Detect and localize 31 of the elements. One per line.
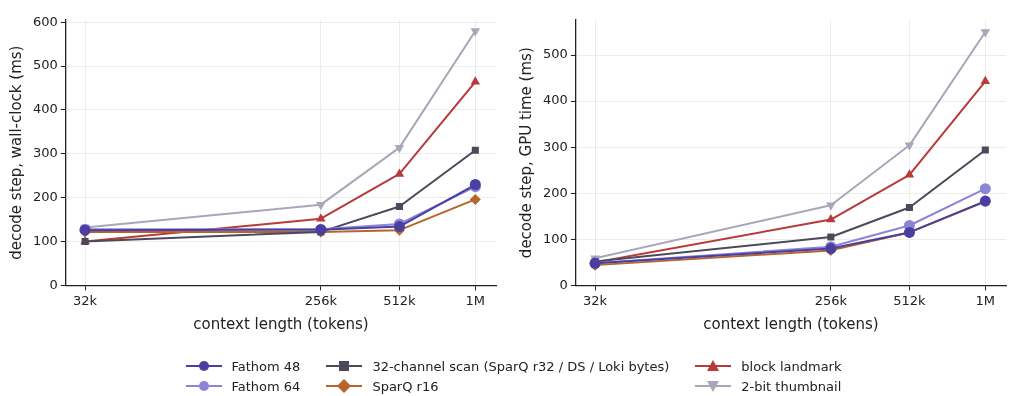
- y-tick-label: 100: [32, 232, 58, 248]
- x-axis-title: context length (tokens): [703, 314, 879, 333]
- x-tick-label: 32k: [73, 292, 98, 308]
- y-tick-label: 300: [542, 138, 568, 154]
- y-tick-label: 500: [542, 46, 568, 62]
- legend-label: Fathom 48: [231, 358, 301, 374]
- y-tick-label: 200: [542, 184, 568, 200]
- x-tick-label: 256k: [304, 292, 338, 308]
- x-tick-label: 512k: [383, 292, 417, 308]
- y-tick-label: 200: [32, 189, 58, 205]
- x-tick-label: 512k: [893, 292, 927, 308]
- y-tick-label: 500: [32, 57, 58, 73]
- y-axis-title: decode step, GPU time (ms): [516, 47, 535, 259]
- legend-label: Fathom 64: [231, 378, 301, 394]
- x-tick-label: 1M: [975, 292, 996, 308]
- legend-label: 32-channel scan (SparQ r32 / DS / Loki bytes): [372, 358, 670, 374]
- y-tick-label: 0: [559, 276, 568, 292]
- x-tick-label: 256k: [814, 292, 848, 308]
- legend-label: block landmark: [741, 358, 842, 374]
- y-tick-label: 0: [49, 276, 58, 292]
- legend-label: SparQ r16: [372, 378, 439, 394]
- x-tick-label: 1M: [465, 292, 486, 308]
- y-tick-label: 400: [32, 101, 58, 117]
- x-axis-title: context length (tokens): [193, 314, 369, 333]
- y-tick-label: 300: [32, 145, 58, 161]
- y-tick-label: 600: [32, 13, 58, 29]
- y-tick-label: 100: [542, 230, 568, 246]
- x-tick-label: 32k: [583, 292, 608, 308]
- y-axis-title: decode step, wall-clock (ms): [6, 45, 25, 260]
- y-tick-label: 400: [542, 92, 568, 108]
- legend-label: 2-bit thumbnail: [741, 378, 842, 394]
